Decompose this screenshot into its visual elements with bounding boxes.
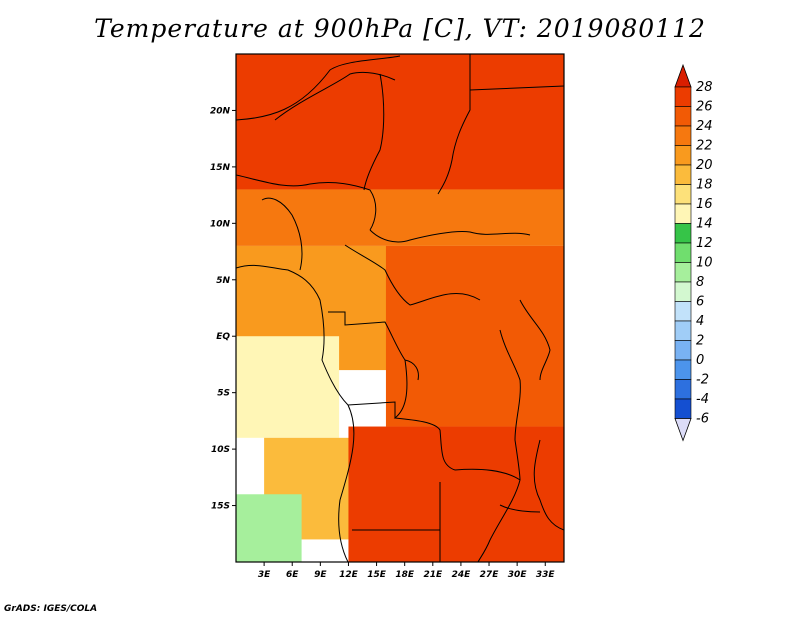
y-tick-label: 10N: [210, 219, 231, 229]
x-tick-label: 30E: [508, 570, 528, 580]
border-line: [393, 359, 456, 471]
colorbar-box: [674, 359, 692, 380]
field-region-atlantic-coast: [236, 336, 340, 438]
colorbar-label: 22: [696, 139, 713, 154]
x-tick-label: 21E: [423, 570, 443, 580]
border-line: [344, 244, 481, 306]
colorbar-box: [674, 184, 692, 205]
border-line: [369, 229, 531, 243]
border-line: [236, 174, 377, 231]
colorbar-box: [674, 242, 692, 263]
y-tick-label: 10S: [211, 445, 230, 455]
colorbar-box: [674, 301, 692, 322]
x-tick-label: 3E: [258, 570, 271, 580]
border-line: [363, 73, 385, 191]
x-tick-label: 33E: [536, 570, 556, 580]
colorbar-box: [674, 106, 692, 127]
y-tick-label: 15S: [211, 502, 230, 512]
colorbar-top-arrow: [674, 63, 692, 88]
border-line: [533, 439, 564, 531]
colorbar-box: [674, 340, 692, 361]
y-tick-label: 15N: [210, 163, 231, 173]
border-line: [469, 85, 564, 91]
colorbar-label: 8: [696, 275, 704, 290]
y-tick-label: 5N: [216, 276, 230, 286]
x-tick-label: 15E: [367, 570, 387, 580]
map-frame: [235, 53, 565, 563]
colorbar-label: 20: [696, 158, 713, 173]
colorbar-box: [674, 164, 692, 185]
field-region-sahel-transition: [236, 189, 564, 246]
border-line: [519, 299, 551, 381]
y-tick-label: 5S: [217, 389, 230, 399]
colorbar-box: [674, 262, 692, 283]
colorbar-box: [674, 281, 692, 302]
y-tick-label: EQ: [216, 332, 230, 342]
x-tick-label: 27E: [480, 570, 500, 580]
field-region-congo-basin: [385, 245, 564, 427]
x-tick-label: 12E: [339, 570, 359, 580]
colorbar-label: 10: [696, 256, 713, 271]
colorbar-label: 14: [696, 217, 713, 232]
field-region-southern-interior: [348, 426, 564, 562]
chart-title: Temperature at 900hPa [C], VT: 201908011…: [94, 14, 706, 43]
coastline: [236, 264, 355, 562]
border-line: [499, 504, 541, 513]
border-line: [236, 55, 401, 121]
grads-credit: GrADS: IGES/COLA: [4, 604, 98, 614]
temperature-field: [236, 54, 564, 562]
colorbar-label: -6: [696, 412, 709, 427]
colorbar-box: [674, 125, 692, 146]
colorbar-bottom-arrow: [674, 418, 692, 442]
colorbar-label: -4: [696, 392, 709, 407]
border-line: [454, 468, 521, 562]
x-tick-label: 6E: [286, 570, 299, 580]
colorbar-label: 26: [696, 100, 713, 115]
country-borders: [236, 54, 564, 562]
border-line: [499, 329, 521, 481]
colorbar-label: 24: [696, 119, 713, 134]
colorbar-label: 16: [696, 197, 713, 212]
y-tick-label: 20N: [210, 106, 231, 116]
colorbar-label: 6: [696, 295, 704, 310]
border-line: [347, 401, 396, 418]
x-axis: 3E 6E 9E 12E 15E 18E 21E 24E 27E 30E 33E: [258, 562, 556, 580]
colorbar-box: [674, 320, 692, 341]
colorbar-box: [674, 223, 692, 244]
colorbar-box: [674, 398, 692, 419]
colorbar-label: 4: [696, 314, 704, 329]
colorbar-box: [674, 145, 692, 166]
colorbar-box: [674, 203, 692, 224]
border-line: [274, 71, 396, 121]
x-tick-label: 24E: [452, 570, 472, 580]
colorbar-label: 12: [696, 236, 713, 251]
border-line: [437, 54, 471, 195]
colorbar-label: 18: [696, 178, 713, 193]
field-region-sahel-north: [236, 54, 564, 190]
x-tick-label: 9E: [314, 570, 327, 580]
colorbar-box: [674, 379, 692, 400]
field-region-benguela-sea: [236, 494, 302, 562]
border-line: [261, 197, 303, 271]
colorbar-label: 0: [696, 353, 704, 368]
colorbar-label: 28: [696, 80, 713, 95]
colorbar-label: 2: [696, 334, 704, 349]
y-axis: 20N 15N 10N 5N EQ 5S 10S 15S: [210, 106, 236, 512]
x-tick-label: 18E: [395, 570, 415, 580]
colorbar-box: [674, 86, 692, 107]
border-line: [328, 311, 419, 381]
colorbar-label: -2: [696, 373, 709, 388]
